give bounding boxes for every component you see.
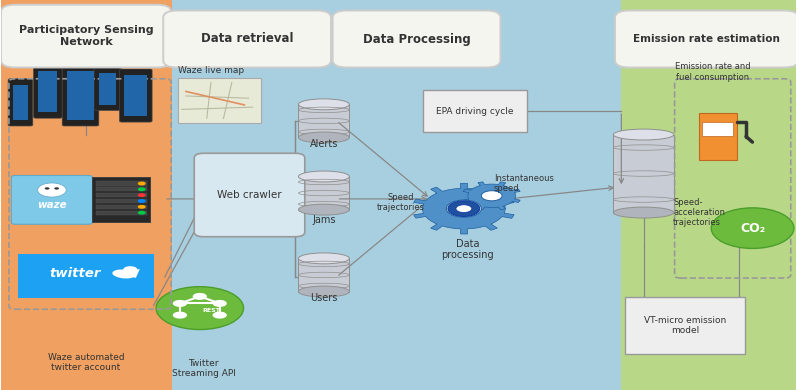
FancyBboxPatch shape xyxy=(194,153,305,237)
Ellipse shape xyxy=(112,269,135,278)
FancyBboxPatch shape xyxy=(615,11,798,67)
Bar xyxy=(96,187,146,191)
Circle shape xyxy=(156,287,243,330)
Text: Web crawler: Web crawler xyxy=(218,190,282,200)
Circle shape xyxy=(711,208,794,248)
FancyBboxPatch shape xyxy=(124,75,147,116)
Circle shape xyxy=(38,183,66,197)
Text: Speed-
acceleration
trajectories: Speed- acceleration trajectories xyxy=(673,198,725,227)
FancyBboxPatch shape xyxy=(67,71,94,120)
Text: VT-micro emission
model: VT-micro emission model xyxy=(644,316,726,335)
Circle shape xyxy=(482,191,502,201)
FancyBboxPatch shape xyxy=(98,73,116,105)
Circle shape xyxy=(173,300,187,307)
Circle shape xyxy=(45,187,50,190)
Ellipse shape xyxy=(298,253,350,264)
FancyBboxPatch shape xyxy=(11,176,93,224)
Bar xyxy=(622,0,796,390)
FancyBboxPatch shape xyxy=(119,69,152,122)
Text: Emission rate and
fuel consumption: Emission rate and fuel consumption xyxy=(675,62,750,82)
FancyBboxPatch shape xyxy=(38,71,58,112)
Bar xyxy=(96,211,146,215)
Bar xyxy=(298,258,350,292)
Text: CO₂: CO₂ xyxy=(740,222,765,235)
Ellipse shape xyxy=(298,132,350,143)
Bar xyxy=(178,78,261,123)
Bar xyxy=(699,113,737,160)
Circle shape xyxy=(138,187,146,191)
Bar xyxy=(96,181,146,186)
FancyBboxPatch shape xyxy=(93,177,150,222)
FancyBboxPatch shape xyxy=(94,67,121,110)
Circle shape xyxy=(138,199,146,203)
Text: EPA driving cycle: EPA driving cycle xyxy=(436,106,514,116)
Text: Twitter
Streaming API: Twitter Streaming API xyxy=(172,359,236,378)
Text: REST: REST xyxy=(203,308,221,312)
FancyBboxPatch shape xyxy=(13,85,28,120)
Circle shape xyxy=(213,312,227,319)
Text: Instantaneous
speed: Instantaneous speed xyxy=(494,174,554,193)
Circle shape xyxy=(138,182,146,186)
Bar xyxy=(298,105,350,138)
Bar xyxy=(172,0,622,390)
Circle shape xyxy=(446,200,482,217)
Polygon shape xyxy=(414,183,514,234)
Text: Jams: Jams xyxy=(312,215,336,225)
Bar xyxy=(96,205,146,209)
FancyBboxPatch shape xyxy=(18,254,154,298)
Text: Users: Users xyxy=(310,293,338,303)
Ellipse shape xyxy=(614,207,674,218)
Circle shape xyxy=(138,193,146,197)
Bar xyxy=(1,0,172,390)
FancyBboxPatch shape xyxy=(163,11,331,67)
Polygon shape xyxy=(463,182,520,210)
Text: Data Processing: Data Processing xyxy=(362,32,470,46)
Ellipse shape xyxy=(298,286,350,297)
Circle shape xyxy=(123,266,138,273)
Circle shape xyxy=(138,205,146,209)
Polygon shape xyxy=(120,269,140,278)
Circle shape xyxy=(456,205,472,213)
Text: Participatory Sensing
Network: Participatory Sensing Network xyxy=(18,25,154,47)
Text: twitter: twitter xyxy=(50,267,101,280)
Circle shape xyxy=(213,300,227,307)
Ellipse shape xyxy=(298,99,350,110)
FancyBboxPatch shape xyxy=(34,65,62,118)
FancyBboxPatch shape xyxy=(626,297,746,354)
Ellipse shape xyxy=(614,129,674,140)
Circle shape xyxy=(448,201,480,216)
Bar xyxy=(702,122,734,136)
Bar xyxy=(614,135,674,213)
Ellipse shape xyxy=(298,204,350,215)
FancyBboxPatch shape xyxy=(422,90,526,132)
Circle shape xyxy=(173,312,187,319)
Circle shape xyxy=(193,293,207,300)
Text: Emission rate estimation: Emission rate estimation xyxy=(634,34,780,44)
Circle shape xyxy=(54,187,59,190)
Text: waze: waze xyxy=(37,200,66,210)
FancyBboxPatch shape xyxy=(62,65,98,126)
FancyBboxPatch shape xyxy=(333,11,501,67)
FancyBboxPatch shape xyxy=(1,5,171,67)
Bar xyxy=(298,176,350,210)
Bar xyxy=(96,193,146,197)
Text: Waze live map: Waze live map xyxy=(178,66,245,75)
Text: Data retrieval: Data retrieval xyxy=(201,32,294,46)
Text: Alerts: Alerts xyxy=(310,139,338,149)
Ellipse shape xyxy=(298,171,350,182)
Text: Waze automated
twitter account: Waze automated twitter account xyxy=(48,353,124,372)
Text: Data
processing: Data processing xyxy=(442,239,494,261)
Bar xyxy=(96,199,146,203)
Text: Speed
trajectories: Speed trajectories xyxy=(377,193,425,213)
FancyBboxPatch shape xyxy=(8,79,33,126)
Circle shape xyxy=(138,211,146,215)
